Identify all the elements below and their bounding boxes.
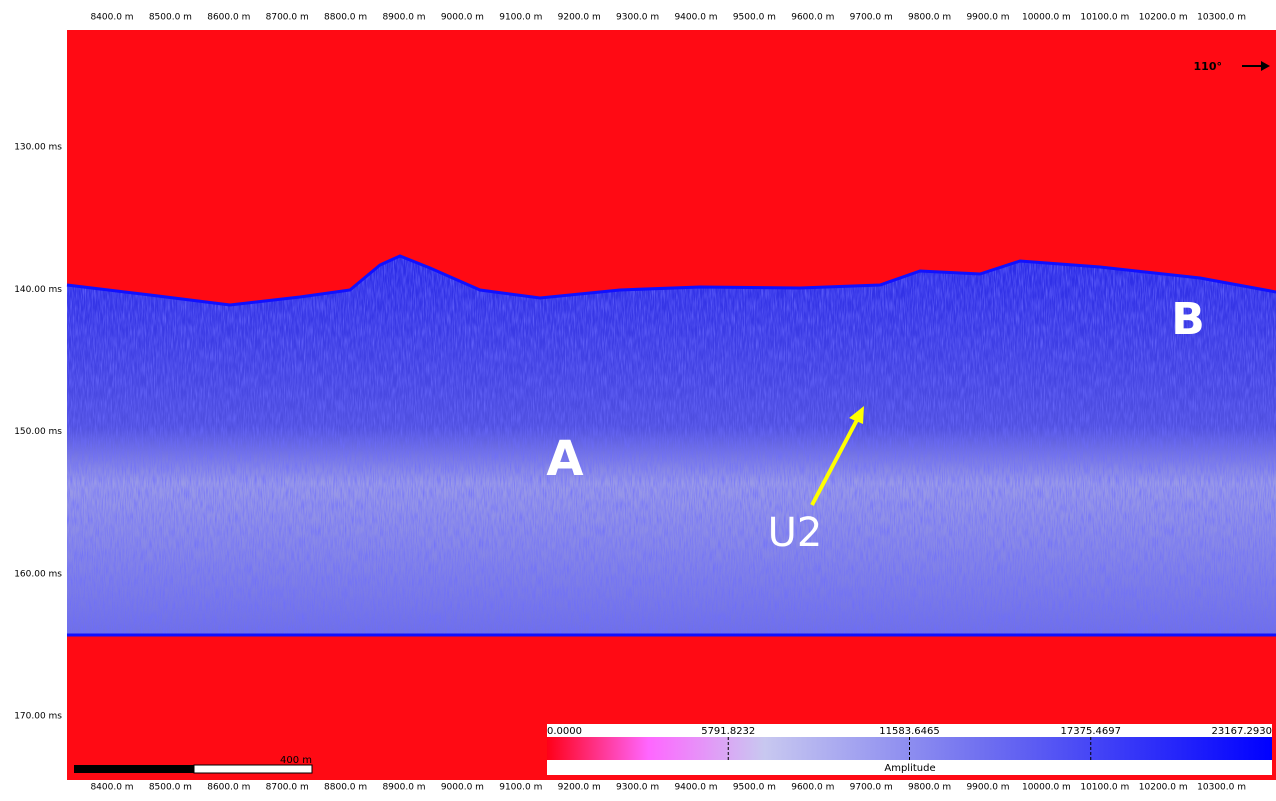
x-tick-label: 8700.0 m — [266, 783, 309, 793]
x-tick-label: 9100.0 m — [499, 13, 542, 23]
annotation: B — [1171, 294, 1205, 345]
arrow — [810, 417, 860, 506]
x-tick-label: 8600.0 m — [207, 783, 250, 793]
x-tick-label: 8800.0 m — [324, 783, 367, 793]
x-tick-label: 10300.0 m — [1197, 783, 1246, 793]
x-tick-label: 10200.0 m — [1139, 783, 1188, 793]
x-tick-label: 9200.0 m — [558, 13, 601, 23]
colorbar-title: Amplitude — [884, 763, 935, 774]
x-tick-label: 10000.0 m — [1022, 13, 1071, 23]
x-tick-label: 8700.0 m — [266, 13, 309, 23]
colorbar-label: 11583.6465 — [879, 726, 939, 737]
x-tick-label: 10300.0 m — [1197, 13, 1246, 23]
y-tick-label: 170.00 ms — [14, 712, 62, 722]
x-tick-label: 8400.0 m — [90, 13, 133, 23]
seabed — [66, 254, 1276, 307]
x-tick-label: 10000.0 m — [1022, 783, 1071, 793]
seismic-texture — [67, 256, 1276, 635]
x-tick-label: 10200.0 m — [1139, 13, 1188, 23]
x-tick-label: 9800.0 m — [908, 13, 951, 23]
x-tick-label: 9500.0 m — [733, 13, 776, 23]
x-tick-label: 9800.0 m — [908, 783, 951, 793]
scale-bar — [74, 765, 194, 773]
x-tick-label: 10100.0 m — [1080, 13, 1129, 23]
colorbar-label: 5791.8232 — [701, 726, 755, 737]
x-tick-label: 8900.0 m — [382, 783, 425, 793]
x-tick-label: 9400.0 m — [674, 13, 717, 23]
x-tick-label: 9000.0 m — [441, 783, 484, 793]
x-tick-label: 9700.0 m — [850, 783, 893, 793]
x-tick-label: 9900.0 m — [966, 783, 1009, 793]
x-tick-label: 9900.0 m — [966, 13, 1009, 23]
x-tick-label: 9300.0 m — [616, 783, 659, 793]
y-tick-label: 140.00 ms — [14, 285, 62, 295]
annotation: A — [546, 431, 583, 487]
x-tick-label: 8900.0 m — [382, 13, 425, 23]
x-tick-label: 9400.0 m — [674, 783, 717, 793]
x-tick-label: 8600.0 m — [207, 13, 250, 23]
x-tick-label: 9600.0 m — [791, 13, 834, 23]
annotation: U2 — [768, 510, 823, 556]
direction-arrow-head — [1261, 61, 1270, 71]
colorbar-label: 23167.2930 — [1212, 726, 1272, 737]
y-tick-label: 160.00 ms — [14, 569, 62, 579]
arrow-head — [849, 406, 864, 424]
x-tick-label: 9000.0 m — [441, 13, 484, 23]
colorbar-label: 17375.4697 — [1061, 726, 1121, 737]
direction-label: 110° — [1194, 60, 1222, 73]
x-tick-label: 9300.0 m — [616, 13, 659, 23]
x-tick-label: 8500.0 m — [149, 783, 192, 793]
scale-bar-label: 400 m — [280, 755, 312, 766]
x-tick-label: 9700.0 m — [850, 13, 893, 23]
x-tick-label: 9500.0 m — [733, 783, 776, 793]
x-tick-label: 8400.0 m — [90, 783, 133, 793]
y-tick-label: 130.00 ms — [14, 143, 62, 153]
x-tick-label: 9200.0 m — [558, 783, 601, 793]
scale-bar — [193, 764, 313, 774]
y-tick-label: 150.00 ms — [14, 427, 62, 437]
x-tick-label: 8800.0 m — [324, 13, 367, 23]
x-tick-label: 10100.0 m — [1080, 783, 1129, 793]
x-tick-label: 9600.0 m — [791, 783, 834, 793]
x-tick-label: 8500.0 m — [149, 13, 192, 23]
colorbar-label: 0.0000 — [547, 726, 582, 737]
x-tick-label: 9100.0 m — [499, 783, 542, 793]
